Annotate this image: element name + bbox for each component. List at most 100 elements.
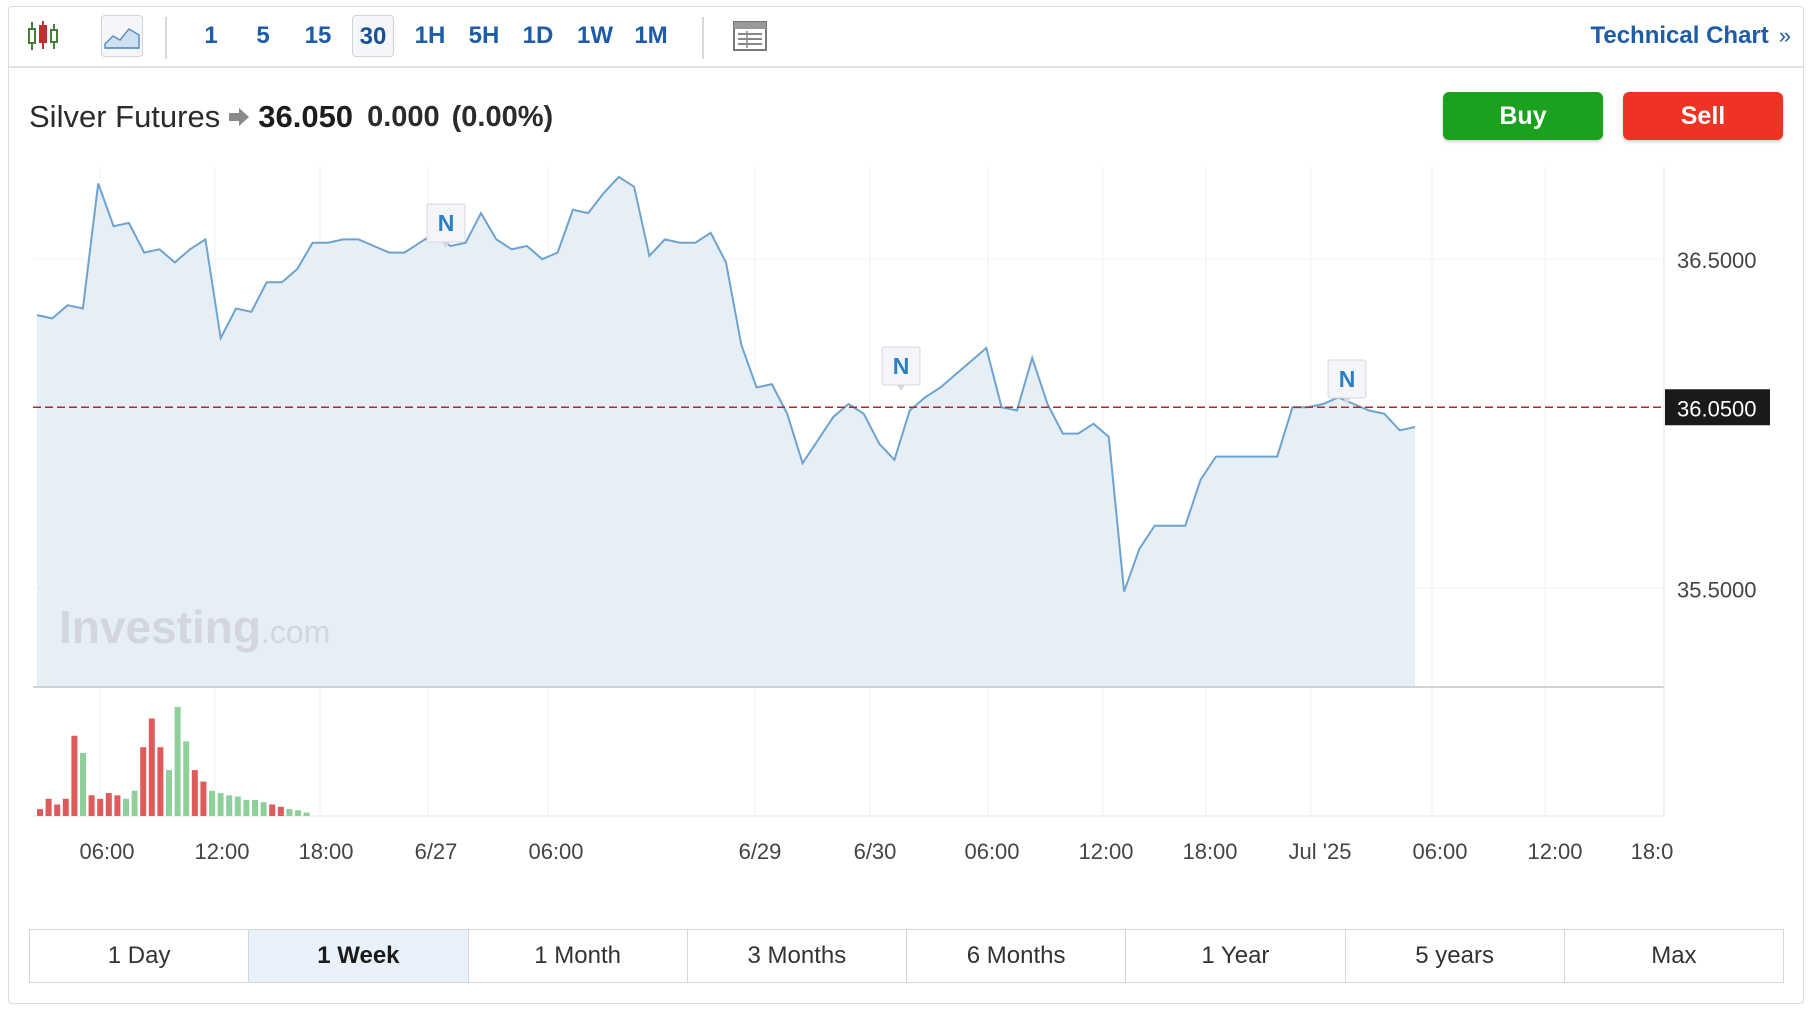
- volume-bar: [286, 809, 293, 816]
- price-area: [37, 176, 1415, 687]
- interval-1m-button[interactable]: 1M: [634, 22, 668, 49]
- last-price: 36.050: [258, 99, 354, 134]
- volume-bar: [303, 812, 310, 816]
- x-tick-label: 06:00: [528, 839, 583, 864]
- layout-table-icon[interactable]: [729, 15, 771, 57]
- double-chevron-right-icon: »: [1778, 23, 1791, 48]
- volume-bar: [131, 790, 138, 816]
- volume-bar: [62, 798, 69, 816]
- news-marker[interactable]: N: [426, 203, 466, 248]
- period-3-months-tab[interactable]: 3 Months: [688, 930, 907, 982]
- technical-chart-link[interactable]: Technical Chart »: [1590, 15, 1791, 57]
- toolbar-divider: [702, 17, 704, 59]
- volume-bar: [191, 770, 198, 816]
- area-chart-icon[interactable]: [101, 15, 143, 57]
- volume-bar: [269, 804, 276, 816]
- interval-30-button[interactable]: 30: [352, 15, 394, 57]
- y-tick-label: 36.5000: [1677, 248, 1757, 273]
- period-1-week-tab[interactable]: 1 Week: [249, 930, 469, 982]
- volume-bar: [148, 718, 155, 816]
- x-tick-label: 06:00: [79, 839, 134, 864]
- investing-watermark: Investing.com: [59, 601, 330, 653]
- volume-bar: [157, 747, 164, 816]
- volume-bar: [166, 770, 172, 816]
- interval-1h-button[interactable]: 1H: [414, 22, 446, 49]
- news-marker-pointer: [442, 242, 450, 248]
- volume-bar: [114, 795, 121, 816]
- price-chart[interactable]: 36.5000 35.5000 36.0500 N N N Investing.com 06:…: [9, 7, 1805, 1005]
- volume-bar: [260, 802, 267, 816]
- volume-bar: [209, 790, 215, 816]
- volume-bar: [217, 793, 224, 816]
- quote-header: Silver Futures 36.050 0.000 (0.00%): [29, 93, 553, 141]
- x-tick-label: 6/29: [739, 839, 782, 864]
- volume-bar: [140, 747, 147, 816]
- volume-bar: [105, 793, 112, 816]
- news-marker-pointer: [1343, 398, 1351, 404]
- technical-chart-label: Technical Chart: [1590, 22, 1769, 49]
- candlestick-icon[interactable]: [23, 15, 65, 57]
- interval-5-button[interactable]: 5: [256, 22, 270, 49]
- interval-1d-button[interactable]: 1D: [522, 22, 554, 49]
- volume-bar: [234, 796, 241, 816]
- volume-bar: [123, 798, 129, 816]
- period-1-month-tab[interactable]: 1 Month: [469, 930, 688, 982]
- price-line: [36, 175, 1416, 592]
- volume-bar: [54, 804, 61, 816]
- news-marker-label: N: [1339, 366, 1356, 392]
- period-1-year-tab[interactable]: 1 Year: [1126, 930, 1346, 982]
- interval-15-button[interactable]: 15: [304, 22, 332, 49]
- x-tick-label: 18:00: [1182, 839, 1237, 864]
- volume-bar: [252, 799, 258, 816]
- volume-bar: [88, 795, 95, 816]
- x-tick-label: 12:00: [1527, 839, 1582, 864]
- toolbar-divider: [165, 17, 167, 59]
- volume-bar: [37, 809, 43, 816]
- volume-bar: [80, 752, 86, 816]
- volume-bar: [71, 735, 78, 816]
- volume-bar: [183, 741, 190, 816]
- x-tick-label: 18:00: [298, 839, 353, 864]
- period-max-tab[interactable]: Max: [1651, 942, 1697, 969]
- news-marker-label: N: [893, 353, 910, 379]
- period-selector: 1 Day 1 Week 1 Month 3 Months 6 Months 1 Year…: [29, 929, 1784, 983]
- watermark-suffix: .com: [261, 614, 330, 650]
- instrument-name: Silver Futures: [29, 99, 221, 134]
- news-marker[interactable]: N: [881, 346, 921, 391]
- price-change: 0.000: [367, 100, 440, 133]
- x-tick-label: 6/30: [854, 839, 897, 864]
- x-tick-label: 12:00: [194, 839, 249, 864]
- x-tick-label: 06:00: [964, 839, 1019, 864]
- volume-bars: [37, 707, 310, 816]
- right-arrow-icon: [228, 107, 250, 127]
- chart-toolbar: 1 5 15 30 1H 5H 1D 1W 1M Technical Chart»: [9, 7, 1803, 68]
- current-price-label: 36.0500: [1677, 396, 1757, 421]
- x-tick-label: 12:00: [1078, 839, 1133, 864]
- volume-bar: [226, 795, 233, 816]
- volume-bar: [200, 781, 207, 816]
- volume-bar: [174, 707, 181, 816]
- chart-widget: 1 5 15 30 1H 5H 1D 1W 1M Technical Chart» Silver…: [8, 6, 1804, 1004]
- interval-5h-button[interactable]: 5H: [468, 22, 500, 49]
- y-tick-label: 35.5000: [1677, 577, 1757, 602]
- period-5-years-tab[interactable]: 5 years: [1346, 930, 1565, 982]
- interval-1w-button[interactable]: 1W: [577, 22, 613, 49]
- news-marker-pointer: [897, 385, 905, 391]
- buy-button[interactable]: Buy: [1443, 92, 1603, 140]
- volume-bar: [295, 810, 301, 816]
- news-marker-label: N: [438, 210, 455, 236]
- period-6-months-tab[interactable]: 6 Months: [907, 930, 1127, 982]
- watermark-brand: Investing: [59, 601, 261, 653]
- period-1-day-tab[interactable]: 1 Day: [30, 930, 250, 982]
- x-tick-label: Jul '25: [1289, 839, 1352, 864]
- sell-button[interactable]: Sell: [1623, 92, 1783, 140]
- price-change-percent: (0.00%): [451, 100, 554, 133]
- volume-bar: [277, 806, 284, 816]
- news-marker[interactable]: N: [1327, 359, 1367, 404]
- volume-bar: [97, 798, 104, 816]
- x-tick-label: 06:00: [1412, 839, 1467, 864]
- x-tick-label: 18:0: [1631, 839, 1674, 864]
- volume-bar: [243, 799, 250, 816]
- interval-1-button[interactable]: 1: [204, 22, 218, 49]
- x-tick-label: 6/27: [415, 839, 458, 864]
